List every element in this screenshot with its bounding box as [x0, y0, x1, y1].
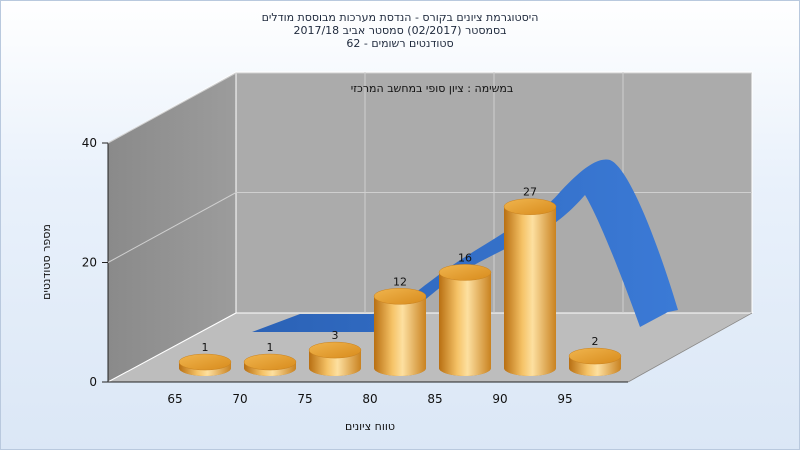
chart-title: היסטוגרמת ציונים בקורס - הנדסת מערכות מב…	[0, 11, 800, 50]
bar-data-label: 27	[523, 186, 537, 199]
bar	[438, 264, 492, 376]
bar-data-label: 2	[592, 335, 599, 348]
x-axis-label: טווח ציונים	[345, 420, 395, 433]
y-tick-label: 40	[82, 136, 97, 150]
floor-edge	[627, 312, 753, 383]
x-tick-label: 75	[297, 392, 312, 406]
bar-data-label: 12	[393, 275, 407, 288]
bar	[243, 353, 297, 376]
chart-title-line-1: היסטוגרמת ציונים בקורס - הנדסת מערכות מב…	[261, 11, 539, 24]
y-gridline	[107, 72, 752, 144]
bar	[373, 288, 427, 376]
x-tick-label: 80	[362, 392, 377, 406]
x-tick-label: 85	[427, 392, 442, 406]
bar-data-label: 3	[332, 329, 339, 342]
x-tick-label: 65	[167, 392, 182, 406]
y-tick-label: 0	[89, 375, 97, 389]
inner-title: במשימה : ציון סופי במחשב המרכזי	[351, 82, 514, 95]
bar	[568, 347, 622, 376]
y-tick-label: 20	[82, 256, 97, 270]
y-axis-label: מספר סטודנטים	[40, 224, 53, 300]
chart-title-line-2: בסמסטר (02/2017) סמסטר אביב 2017/18	[293, 24, 507, 37]
chart-title-line-3: סטודנטים רשומים - 62	[346, 37, 454, 50]
trend-ribbon	[252, 159, 678, 332]
bar	[178, 353, 232, 376]
bar-data-label: 1	[202, 341, 209, 354]
bar	[308, 341, 362, 376]
bar	[503, 198, 557, 376]
x-tick-label: 90	[492, 392, 507, 406]
bar-data-label: 1	[267, 341, 274, 354]
x-tick-label: 95	[557, 392, 572, 406]
x-tick-label: 70	[232, 392, 247, 406]
bar-data-label: 16	[458, 251, 472, 264]
